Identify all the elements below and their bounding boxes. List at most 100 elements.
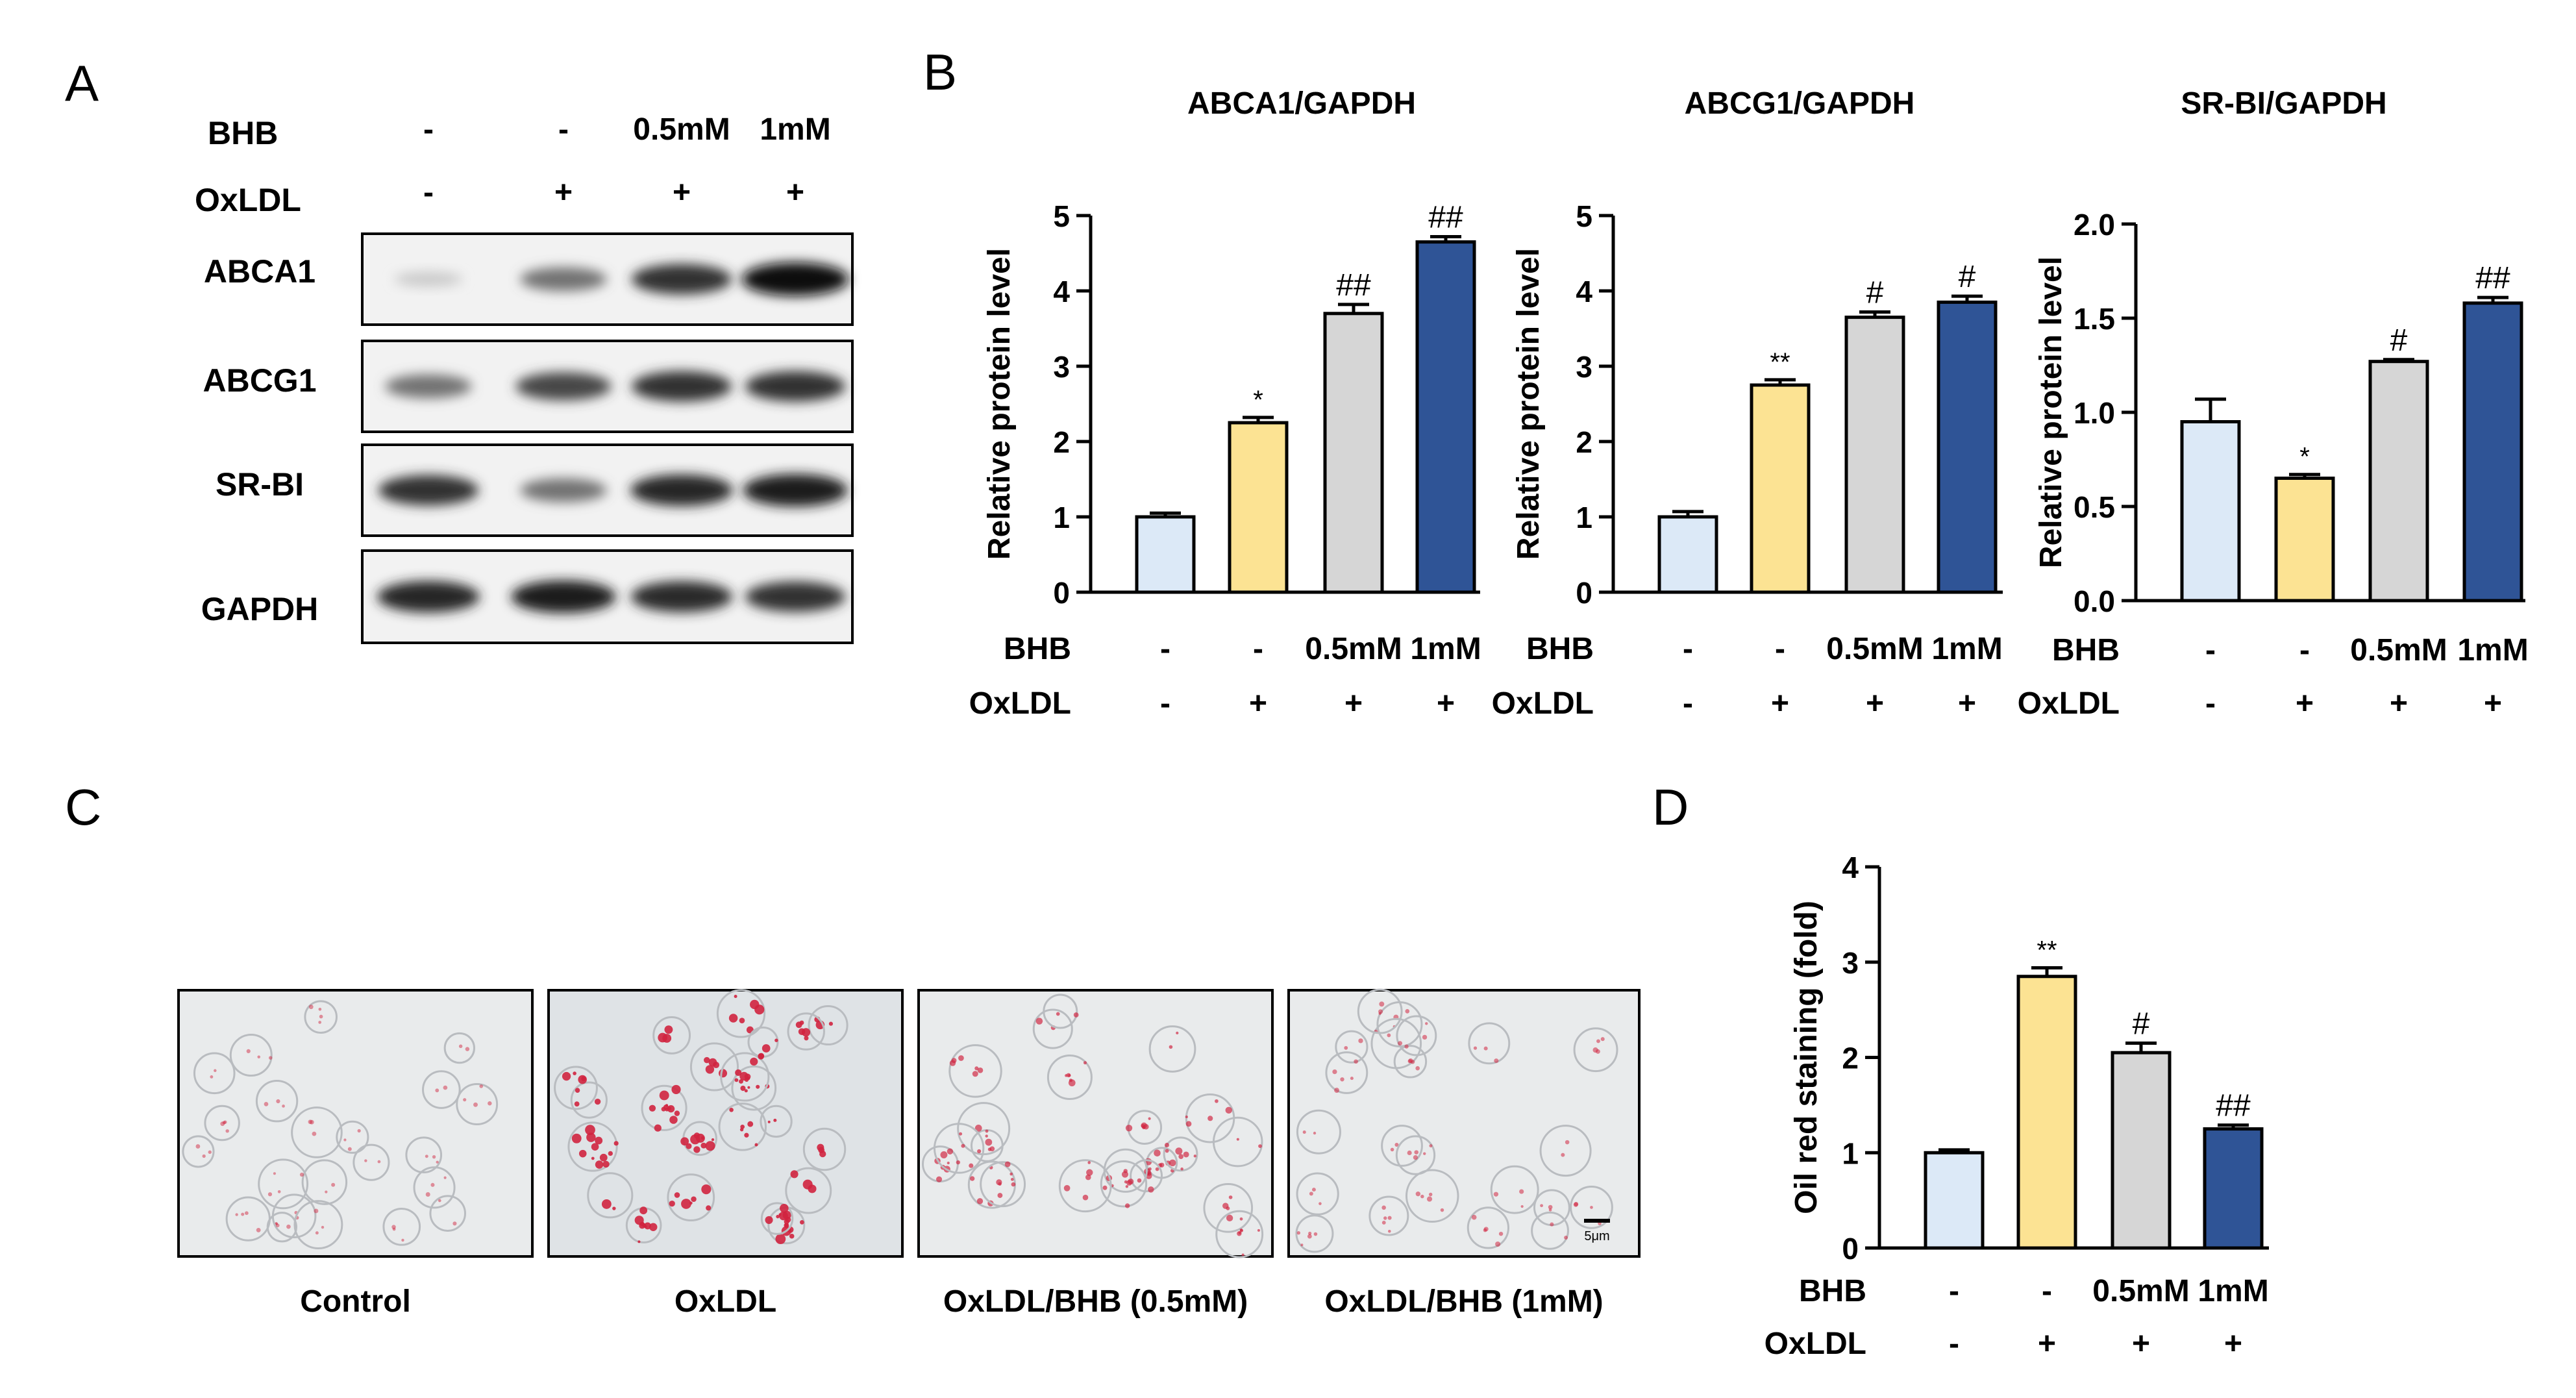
lipid-droplet — [275, 1222, 279, 1225]
lipid-droplet — [571, 1133, 582, 1143]
lipid-droplet — [244, 1211, 249, 1216]
cell-outline — [948, 1044, 1002, 1098]
x-tick-label-bhb: 1mM — [2457, 633, 2528, 668]
cell-outline — [567, 1121, 618, 1172]
lipid-droplet — [1123, 1169, 1128, 1173]
lipid-droplet — [425, 1155, 428, 1158]
lipid-droplet — [1590, 1206, 1593, 1209]
bar — [1937, 300, 1998, 594]
lipid-droplet — [935, 1176, 943, 1182]
lipid-droplet — [1137, 1178, 1142, 1183]
lipid-droplet — [750, 1057, 758, 1066]
micrograph-caption: OxLDL/BHB (0.5mM) — [943, 1284, 1248, 1319]
x-tick-label-bhb: 1mM — [2198, 1274, 2268, 1308]
lipid-droplet — [705, 1141, 715, 1151]
lipid-droplet — [599, 1153, 608, 1162]
significance-mark: ** — [2037, 936, 2057, 965]
cell-outline — [554, 1066, 598, 1110]
wb-band — [378, 475, 479, 506]
lipid-droplet — [1065, 1074, 1068, 1077]
significance-mark: * — [1253, 386, 1263, 414]
cell-outline — [429, 1195, 466, 1232]
lipid-droplet — [639, 1222, 646, 1229]
wb-oxldl-label: OxLDL — [195, 182, 301, 218]
y-tick-label: 2 — [1053, 425, 1070, 459]
lipid-droplet — [1169, 1045, 1173, 1049]
cell-outline — [443, 1032, 475, 1064]
wb-bhb-value: - — [423, 112, 434, 147]
x-tick-label-oxldl: - — [1683, 686, 1693, 721]
lipid-droplet — [970, 1176, 975, 1181]
oil-red-micrographs: Control OxLDL OxLDL/BHB (0.5mM) OxLDL/BHB (… — [177, 988, 1641, 1319]
row-label-bhb: BHB — [1799, 1274, 1866, 1308]
wb-band — [743, 473, 848, 507]
y-tick-label: 0 — [1842, 1232, 1859, 1266]
panel-label-c: C — [65, 779, 101, 836]
lipid-droplet — [608, 1151, 613, 1156]
lipid-droplet — [1334, 1088, 1340, 1093]
lipid-droplet — [1083, 1061, 1087, 1065]
lipid-droplet — [747, 1121, 754, 1127]
cell-outline — [301, 1159, 348, 1205]
cell-outline — [787, 1012, 825, 1051]
bar — [1924, 1151, 1985, 1250]
row-label-bhb: BHB — [2052, 633, 2120, 668]
lipid-droplet — [1565, 1140, 1570, 1145]
western-blot-panel: BHB OxLDL - - 0.5mM 1mM - + + + ABCA1 ABCG1 SR-BI G… — [195, 112, 854, 644]
cell-outline — [1325, 1051, 1368, 1094]
lipid-droplet — [1428, 1192, 1433, 1197]
lipid-droplet — [488, 1101, 492, 1106]
wb-oxldl-value: + — [673, 175, 691, 210]
x-tick-label-oxldl: + — [1344, 686, 1363, 721]
cell-outline — [1212, 1116, 1263, 1167]
cell-outline — [1335, 1030, 1368, 1064]
lipid-droplet — [1257, 1229, 1260, 1232]
bar — [1657, 515, 1718, 594]
cell-outline — [720, 1052, 770, 1102]
lipid-droplet — [1148, 1117, 1151, 1120]
lipid-droplet — [436, 1160, 439, 1164]
cell-outline — [689, 1042, 739, 1092]
cell-outline — [1295, 1214, 1334, 1253]
lipid-droplet — [1164, 1142, 1169, 1148]
bar — [1228, 421, 1289, 594]
lipid-droplet — [1009, 1172, 1013, 1176]
lipid-droplet — [775, 1234, 786, 1245]
wb-band — [515, 372, 612, 401]
lipid-droplet — [1154, 1149, 1161, 1157]
lipid-droplet — [996, 1179, 1002, 1186]
lipid-droplet — [817, 1143, 824, 1151]
lipid-droplet — [1408, 1058, 1413, 1064]
lipid-droplet — [1102, 1185, 1108, 1190]
x-tick-label-bhb: - — [1683, 632, 1693, 666]
x-tick-label-bhb: 0.5mM — [1826, 632, 1923, 666]
lipid-droplet — [735, 1069, 742, 1077]
lipid-droplet — [1087, 1161, 1091, 1164]
lipid-droplet — [1429, 1144, 1433, 1148]
wb-band — [631, 264, 732, 295]
lipid-droplet — [318, 1021, 322, 1024]
lipid-droplet — [819, 1151, 826, 1158]
lipid-droplet — [1519, 1189, 1524, 1194]
lipid-droplet — [649, 1223, 658, 1232]
lipid-droplet — [1068, 1079, 1076, 1087]
lipid-droplet — [308, 1005, 314, 1010]
lipid-droplet — [612, 1206, 616, 1210]
lipid-droplet — [585, 1125, 595, 1136]
chart-title: ABCA1/GAPDH — [1187, 86, 1416, 121]
lipid-droplet — [573, 1071, 576, 1075]
lipid-droplet — [241, 1212, 245, 1216]
lipid-droplet — [1300, 1243, 1304, 1247]
lipid-droplet — [1176, 1031, 1179, 1034]
significance-mark: ## — [2475, 261, 2510, 295]
lipid-droplet — [1125, 1185, 1129, 1188]
chart-abcg1-gapdh: ABCG1/GAPDH 0 1 2 3 4 5 Relative protein level *… — [1492, 86, 2003, 721]
lipid-droplet — [195, 1144, 201, 1149]
wb-band-label: ABCA1 — [204, 253, 316, 290]
lipid-droplet — [1124, 1180, 1128, 1184]
lipid-droplet — [1225, 1106, 1232, 1114]
lipid-droplet — [1175, 1147, 1183, 1155]
lipid-droplet — [1422, 1034, 1428, 1040]
